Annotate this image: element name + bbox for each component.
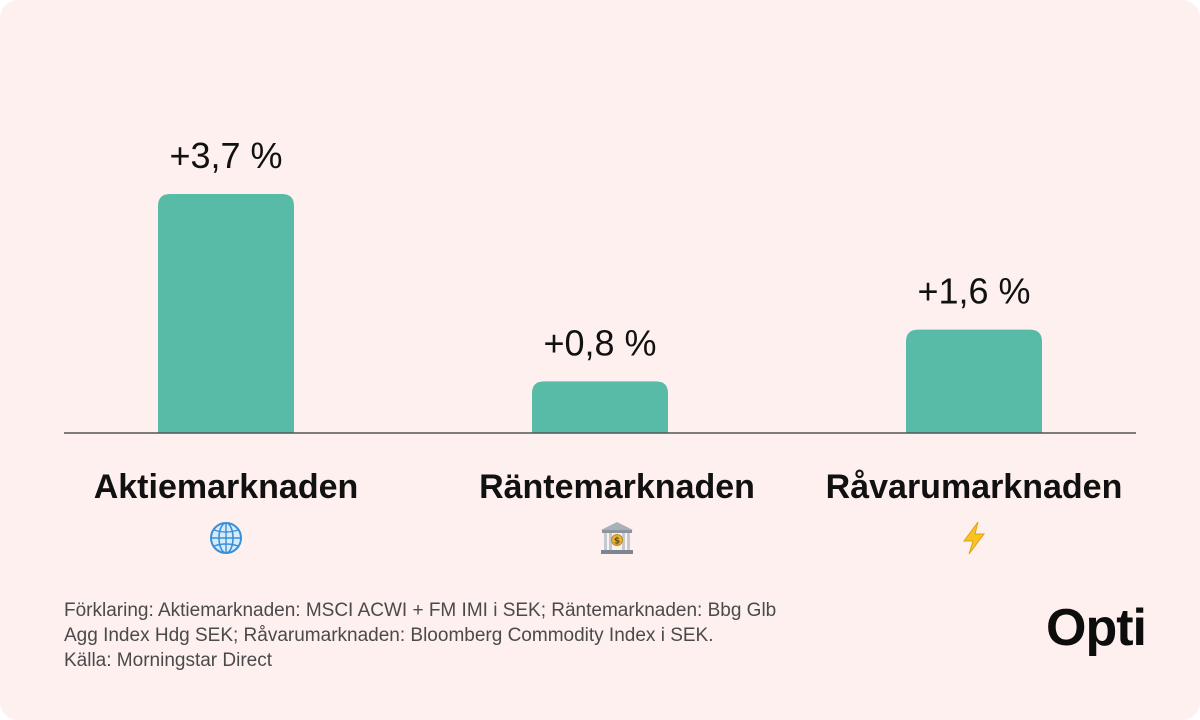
- value-label-aktiemarknaden: +3,7 %: [169, 135, 282, 176]
- lightning-icon: [963, 521, 985, 555]
- category-label-ravarumarknaden: Råvarumarknaden: [825, 468, 1123, 506]
- value-label-råvarumarknaden: +1,6 %: [917, 271, 1030, 312]
- category-label-aktiemarknaden: Aktiemarknaden: [93, 468, 359, 506]
- globe-icon: [210, 522, 242, 554]
- bars-group: [158, 193, 1042, 433]
- footnote-line-1: Förklaring: Aktiemarknaden: MSCI ACWI + …: [64, 600, 777, 621]
- footnote: Förklaring: Aktiemarknaden: MSCI ACWI + …: [64, 598, 776, 673]
- category-label-rantemarknaden: Räntemarknaden: [479, 468, 755, 506]
- bank-icon: $: [601, 522, 633, 554]
- bar-aktiemarknaden: [158, 193, 294, 433]
- footnote-line-2: Agg Index Hdg SEK; Råvarumarknaden: Bloo…: [64, 625, 714, 646]
- bar-råvarumarknaden: [906, 329, 1042, 433]
- svg-text:$: $: [614, 537, 620, 547]
- opti-logo: Opti: [1046, 599, 1147, 657]
- bar-räntemarknaden: [532, 381, 668, 433]
- value-label-räntemarknaden: +0,8 %: [543, 322, 656, 363]
- value-labels-group: +3,7 % +0,8 % +1,6 %: [169, 135, 1030, 363]
- footnote-line-3: Källa: Morningstar Direct: [64, 650, 273, 671]
